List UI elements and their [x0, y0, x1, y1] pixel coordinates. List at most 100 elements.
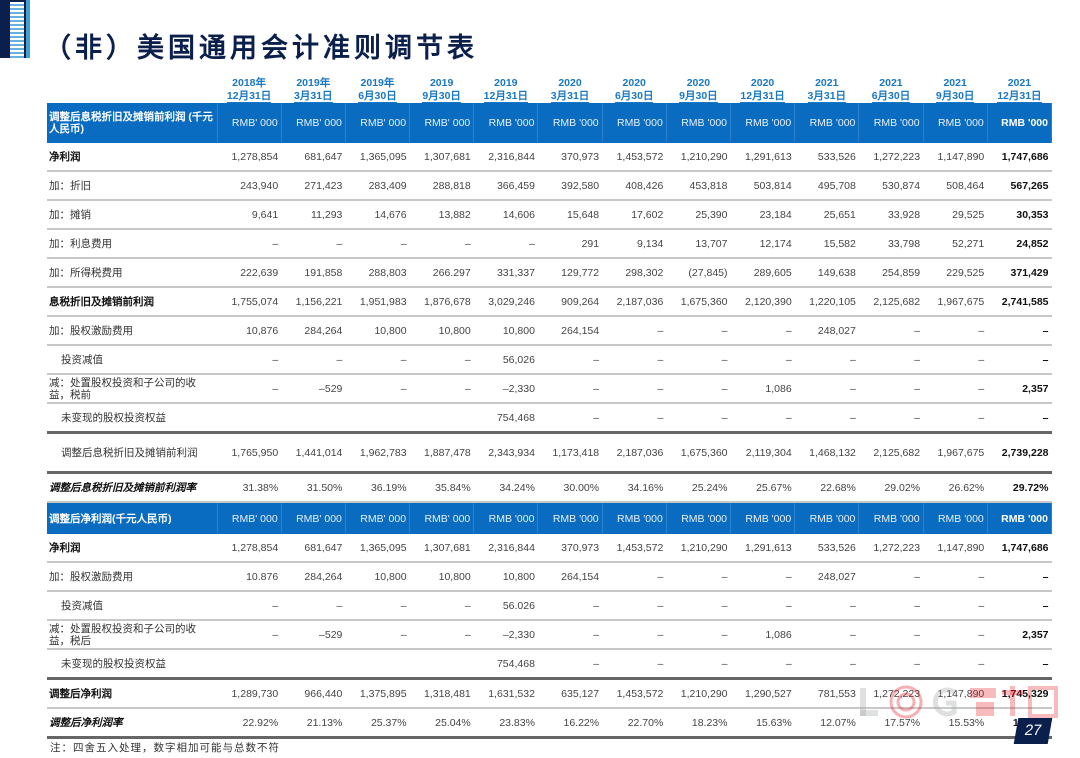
unit-cell: RMB' 000 — [345, 103, 411, 143]
unit-cell: RMB' 000 — [281, 502, 346, 534]
value-cell: – — [730, 562, 795, 592]
value-cell: 284,264 — [281, 316, 346, 346]
value-cell: 10,800 — [473, 316, 538, 346]
value-cell: – — [666, 562, 731, 592]
date: 12月31日 — [740, 90, 785, 103]
date: 9月30日 — [935, 90, 975, 103]
year: 2019年 — [360, 77, 395, 89]
row-label: 加：股权激励费用 — [47, 562, 217, 592]
value-cell: – — [987, 316, 1052, 346]
value-cell: 1,675,360 — [666, 432, 731, 474]
date-header-row: 2018年 12月31日 2019年 3月31日 2019年 6月30日 2019 9月30日… — [47, 66, 1052, 103]
value-cell: 229,525 — [923, 258, 988, 288]
value-cell: 243,940 — [217, 171, 282, 201]
corner-accent — [26, 0, 30, 58]
value-cell: 17.57% — [858, 708, 924, 739]
value-cell: – — [409, 229, 474, 259]
year: 2020 — [622, 77, 646, 89]
value-cell: 1,291,613 — [730, 534, 795, 563]
value-cell: 10,800 — [345, 316, 410, 346]
value-cell: – — [858, 345, 924, 375]
table-row: 调整后息税折旧及摊销前利润 1,765,950 1,441,014 1,962,783… — [47, 432, 1052, 474]
value-cell: 30.00% — [537, 472, 603, 503]
value-cell: – — [858, 591, 924, 621]
date: 9月30日 — [679, 90, 718, 103]
value-cell: 2,125,682 — [858, 432, 924, 474]
unit-cell: RMB '000 — [923, 502, 988, 534]
value-cell: 1,747,686 — [987, 534, 1052, 563]
date-header: 2019年 3月31日 — [281, 66, 345, 103]
row-label: 未变现的股权投资权益 — [47, 649, 217, 680]
value-cell: – — [666, 403, 731, 434]
value-cell: 1,453,572 — [602, 143, 667, 172]
date: 3月31日 — [294, 90, 333, 103]
value-cell: – — [409, 620, 474, 650]
value-cell: 681,647 — [281, 534, 346, 563]
unit-cell: RMB '000 — [923, 103, 988, 143]
value-cell: – — [858, 316, 924, 346]
value-cell: – — [345, 591, 410, 621]
value-cell: 1,887,478 — [409, 432, 474, 474]
date-header: 2021 6月30日 — [859, 66, 923, 103]
value-cell: – — [217, 591, 282, 621]
value-cell: 1,278,854 — [217, 534, 282, 563]
value-cell: 36.19% — [345, 472, 410, 503]
year: 2020 — [686, 77, 711, 89]
year: 2020 — [558, 77, 582, 89]
value-cell: 266.297 — [409, 258, 474, 288]
value-cell: – — [987, 649, 1052, 680]
value-cell — [409, 403, 474, 434]
section-title: 调整后净利润(千元人民币) — [47, 502, 218, 534]
value-cell: – — [730, 345, 795, 375]
table-row: 加：摊销 9,641 11,293 14,676 13,882 14,606 15,648 1… — [47, 200, 1052, 230]
row-label: 加：摊销 — [47, 200, 217, 230]
unit-cell: RMB' 000 — [217, 502, 282, 534]
value-cell: 1,318,481 — [409, 678, 474, 709]
value-cell: 13,707 — [666, 229, 731, 259]
year: 2021 — [815, 77, 839, 89]
value-cell: 33,928 — [858, 200, 924, 230]
value-cell — [217, 403, 282, 434]
value-cell: 10,800 — [409, 562, 474, 592]
date: 6月30日 — [358, 90, 397, 103]
value-cell: 289,605 — [730, 258, 795, 288]
value-cell: 1,876,678 — [409, 287, 474, 317]
value-cell: 533,526 — [794, 534, 859, 563]
year: 2018年 — [232, 77, 267, 89]
value-cell: 254,859 — [858, 258, 924, 288]
value-cell: 16.22% — [537, 708, 603, 739]
value-cell: 1,278,854 — [217, 143, 282, 172]
value-cell: 2,120,390 — [730, 287, 795, 317]
table-row: 减：处置股权投资和子公司的收益，税后 – –529– – –2,330– – –1,086–… — [47, 620, 1052, 650]
unit-cell: RMB '000 — [858, 103, 924, 143]
value-cell: 25.24% — [666, 472, 731, 503]
value-cell: 1,962,783 — [345, 432, 410, 474]
value-cell: 1,156,221 — [281, 287, 346, 317]
date: 12月31日 — [483, 90, 529, 103]
value-cell: – — [923, 374, 988, 404]
value-cell — [217, 649, 282, 680]
section-header-row: 调整后息税折旧及摊销前利润 (千元人民币) RMB' 000 RMB' 000 RMB… — [47, 103, 1053, 143]
value-cell: 408,426 — [602, 171, 667, 201]
value-cell: 635,127 — [537, 678, 603, 709]
unit-cell: RMB' 000 — [281, 103, 346, 143]
value-cell: 21.13% — [281, 708, 346, 739]
date: 3月31日 — [807, 90, 847, 103]
value-cell: – — [602, 591, 667, 621]
page-number: 27 — [1013, 718, 1053, 744]
row-label: 减：处置股权投资和子公司的收益，税前 — [47, 374, 217, 404]
table-row: 加：利息费用 – – – – –291 9,134 13,707 12,174 15,582 33,… — [47, 229, 1052, 259]
value-cell: –529 — [281, 374, 346, 404]
value-cell: 530,874 — [858, 171, 924, 201]
value-cell: 370,973 — [537, 534, 603, 563]
value-cell: 11,293 — [281, 200, 346, 230]
value-cell: 2,357 — [987, 620, 1052, 650]
unit-cell: RMB '000 — [666, 502, 732, 534]
value-cell: 288,818 — [409, 171, 474, 201]
footnote: 注：四舍五入处理，数字相加可能与总数不符 — [50, 742, 280, 754]
value-cell: 754,468 — [473, 403, 538, 434]
unit-cell: RMB '000 — [794, 502, 860, 534]
value-cell: 34.24% — [473, 472, 538, 503]
value-cell: 1,468,132 — [794, 432, 859, 474]
value-cell: – — [794, 620, 859, 650]
